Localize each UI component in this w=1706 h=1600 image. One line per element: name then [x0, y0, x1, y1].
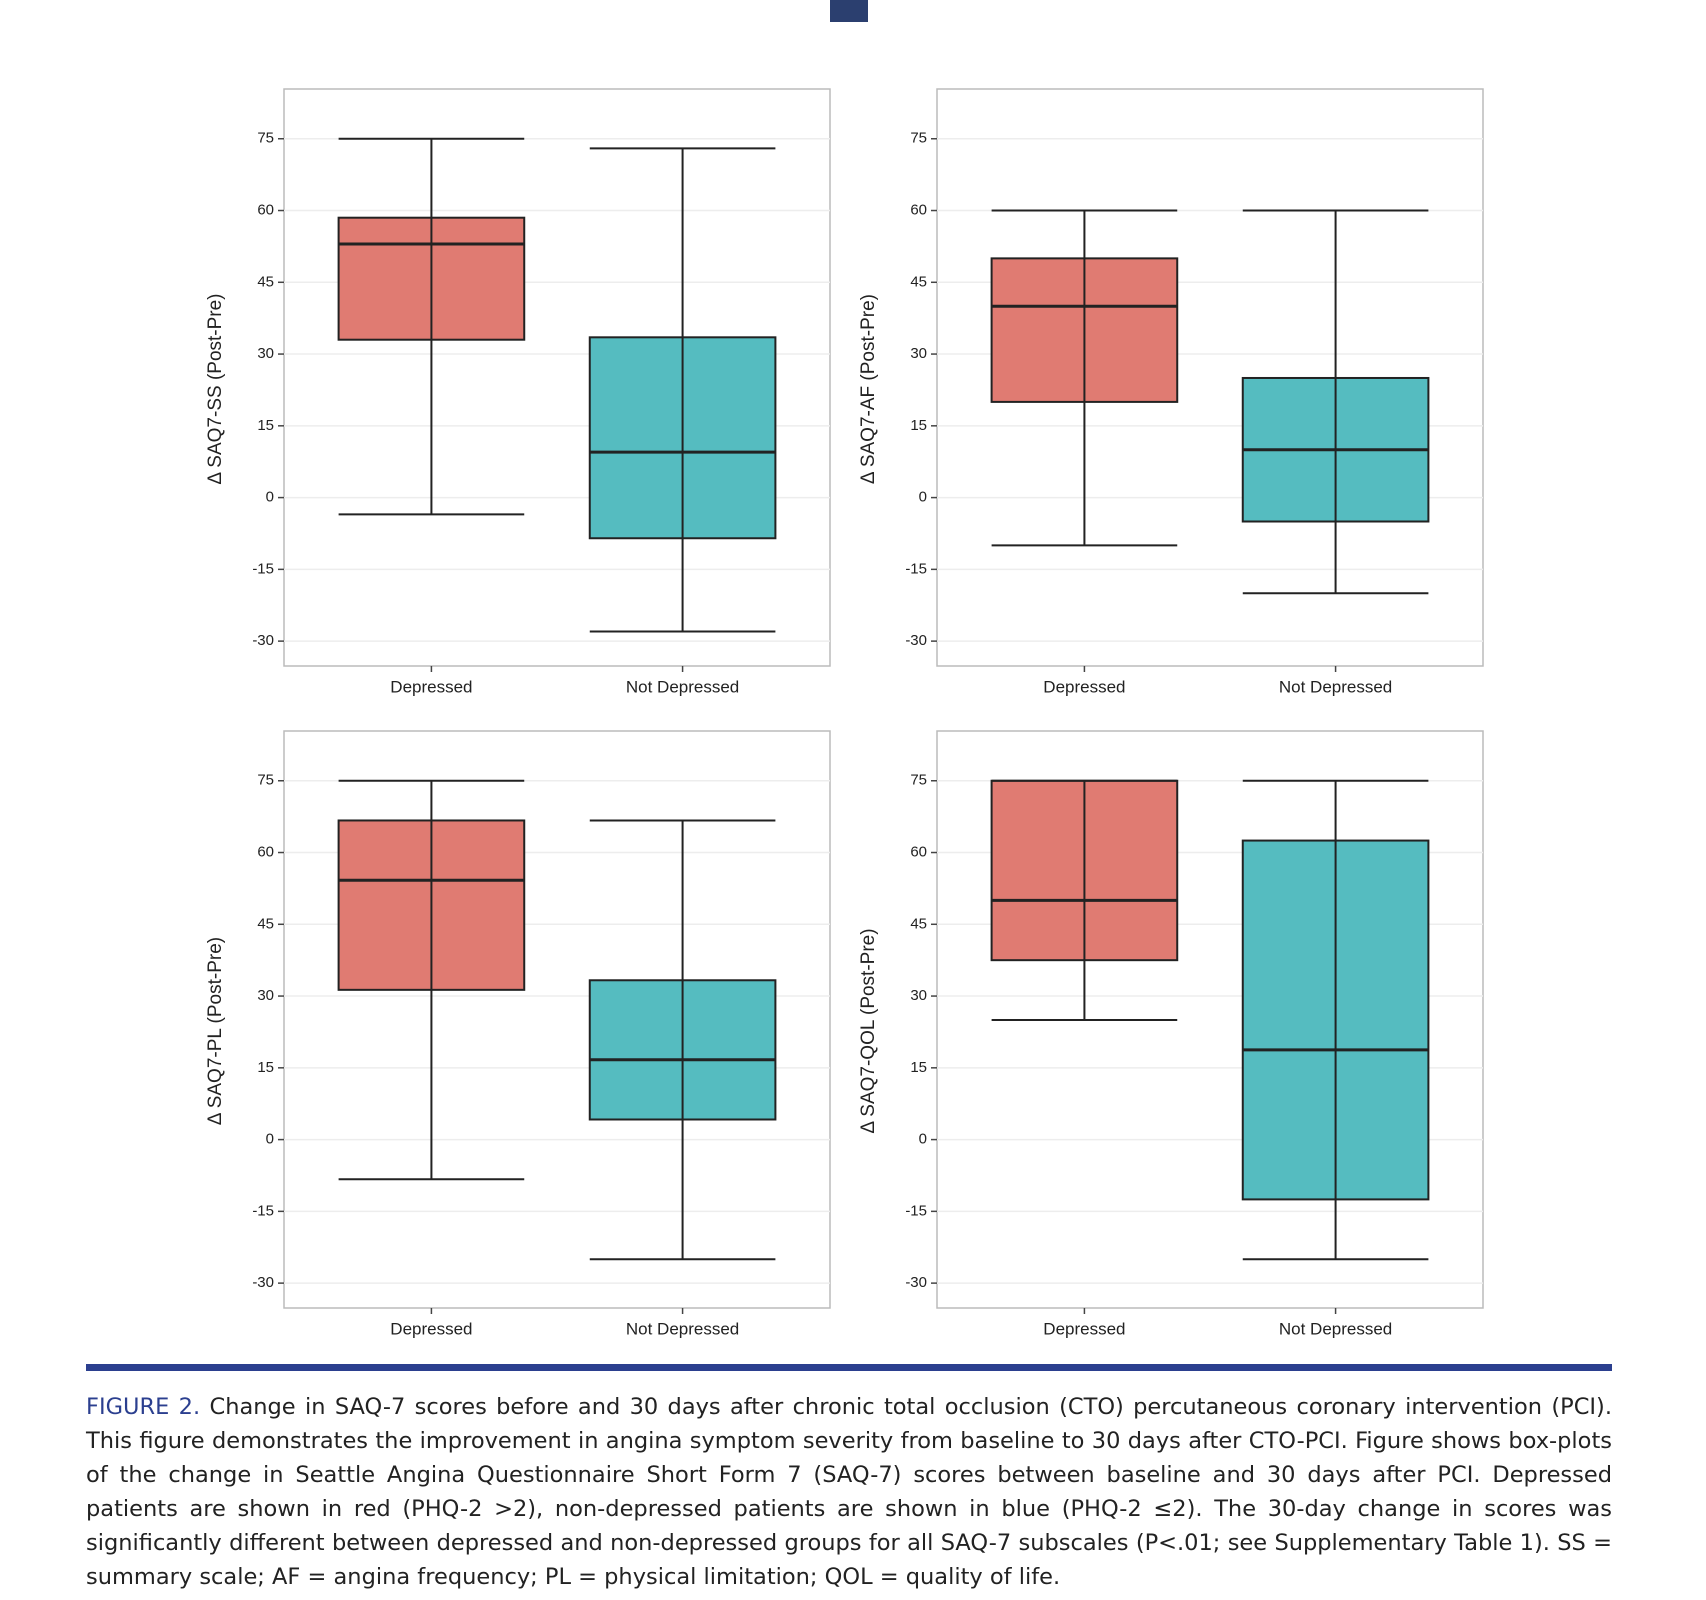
y-tick-label: 15 [910, 417, 927, 434]
x-tick-label: Not Depressed [1279, 1319, 1392, 1338]
y-tick-label: -30 [252, 1274, 274, 1291]
y-tick-label: 0 [919, 489, 927, 506]
x-tick-label: Depressed [1043, 1319, 1125, 1338]
y-tick-label: 0 [266, 489, 274, 506]
y-tick-label: 30 [257, 987, 274, 1004]
x-tick-label: Depressed [390, 1319, 472, 1338]
y-tick-label: 60 [910, 201, 927, 218]
y-tick-label: 75 [257, 130, 274, 147]
y-tick-label: 15 [910, 1059, 927, 1076]
y-tick-label: 30 [910, 987, 927, 1004]
y-tick-label: 75 [910, 130, 927, 147]
y-tick-label: -15 [252, 1202, 274, 1219]
caption: FIGURE 2. Change in SAQ-7 scores before … [86, 1390, 1612, 1594]
y-tick-label: 45 [257, 273, 274, 290]
y-tick-label: 75 [257, 772, 274, 789]
y-tick-label: 45 [910, 273, 927, 290]
y-tick-label: 60 [257, 201, 274, 218]
y-tick-label: -30 [905, 1274, 927, 1291]
y-tick-label: 15 [257, 417, 274, 434]
y-axis-title: Δ SAQ7-AF (Post-Pre) [858, 294, 879, 484]
y-tick-label: 75 [910, 772, 927, 789]
figure: -30 -15 0 15 30 45 60 75 Δ SAQ7-SS (Post-Pre) Dep… [86, 0, 1612, 1371]
y-tick-label: -30 [252, 632, 274, 649]
y-tick-label: 60 [257, 843, 274, 860]
y-tick-label: -15 [905, 1202, 927, 1219]
x-tick-label: Depressed [390, 677, 472, 696]
y-tick-label: 45 [910, 915, 927, 932]
x-tick-label: Not Depressed [626, 1319, 739, 1338]
y-axis-title: Δ SAQ7-QOL (Post-Pre) [858, 928, 879, 1133]
y-tick-label: -15 [905, 560, 927, 577]
x-tick-label: Not Depressed [626, 677, 739, 696]
y-tick-label: 30 [257, 345, 274, 362]
caption-label: FIGURE 2. [86, 1394, 201, 1420]
y-tick-label: 0 [919, 1131, 927, 1148]
y-tick-label: 30 [910, 345, 927, 362]
y-tick-label: -30 [905, 632, 927, 649]
y-tick-label: 0 [266, 1131, 274, 1148]
y-axis-title: Δ SAQ7-PL (Post-Pre) [205, 937, 226, 1125]
y-axis-title: Δ SAQ7-SS (Post-Pre) [205, 293, 226, 484]
y-tick-label: -15 [252, 560, 274, 577]
y-tick-label: 45 [257, 915, 274, 932]
y-tick-label: 60 [910, 843, 927, 860]
x-tick-label: Depressed [1043, 677, 1125, 696]
caption-text: Change in SAQ-7 scores before and 30 day… [86, 1394, 1612, 1590]
y-tick-label: 15 [257, 1059, 274, 1076]
logo-block [830, 0, 868, 22]
caption-rule [86, 1364, 1612, 1371]
x-tick-label: Not Depressed [1279, 677, 1392, 696]
